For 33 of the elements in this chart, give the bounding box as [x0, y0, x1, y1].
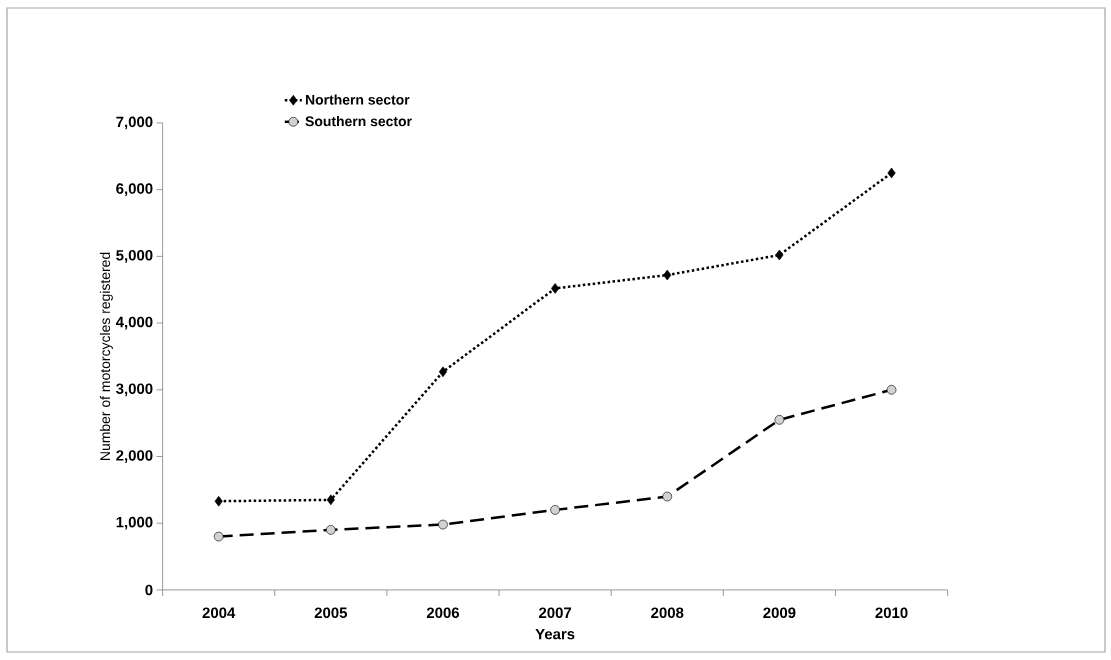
x-tick-label: 2005 — [314, 607, 348, 619]
point — [663, 269, 672, 281]
y-tick-label: 6,000 — [116, 183, 153, 197]
point — [213, 531, 224, 542]
y-axis-title: Number of motorcycles registered — [99, 252, 113, 460]
x-tick-label: 2010 — [875, 607, 908, 619]
point — [326, 494, 335, 506]
legend-label: Southern sector — [305, 115, 412, 127]
y-tick-label: 2,000 — [116, 450, 153, 463]
x-tick-label: 2007 — [539, 607, 572, 619]
y-tick-label: 1,000 — [116, 516, 153, 530]
point — [662, 491, 673, 502]
y-tick-label: 4,000 — [115, 316, 153, 330]
y-tick-label: 0 — [145, 584, 153, 596]
y-tick-label: 7,000 — [116, 116, 153, 130]
x-tick-label: 2009 — [763, 607, 796, 619]
point — [775, 249, 784, 261]
x-axis-title: Years — [535, 628, 575, 640]
point — [887, 167, 896, 179]
point — [438, 519, 448, 530]
point — [550, 505, 560, 515]
y-tick-label: 5,000 — [116, 249, 153, 263]
legend-label: Northern sector — [305, 94, 410, 105]
point — [214, 495, 223, 507]
point — [774, 415, 785, 425]
point — [438, 366, 448, 378]
x-tick-label: 2006 — [426, 607, 460, 619]
point — [886, 385, 897, 395]
point — [551, 283, 560, 294]
point — [326, 525, 336, 535]
x-tick-label: 2004 — [202, 607, 236, 619]
y-tick-label: 3,000 — [116, 383, 153, 397]
x-tick-label: 2008 — [651, 607, 684, 619]
